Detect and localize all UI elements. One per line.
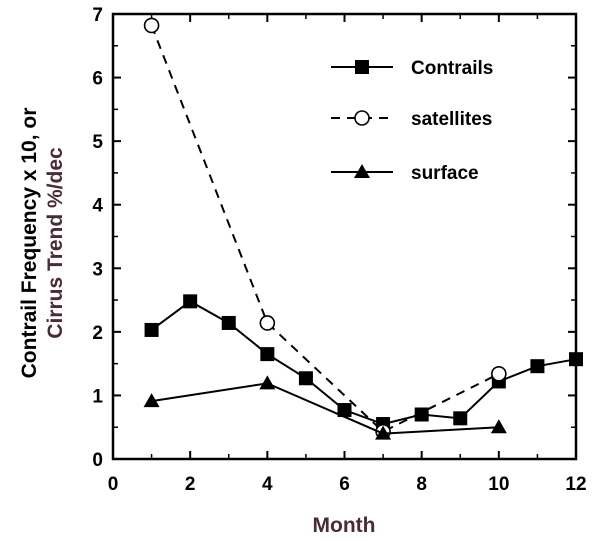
- data-point-satellites: [491, 366, 507, 382]
- data-point-contrails: [414, 407, 429, 422]
- data-point-contrails: [183, 294, 198, 309]
- data-point-contrails: [221, 315, 236, 330]
- series-satellites: [143, 17, 507, 440]
- y-tick-label: 0: [92, 450, 103, 471]
- legend-marker: [354, 164, 370, 178]
- x-tick-label: 4: [262, 474, 273, 495]
- data-point-satellites: [143, 17, 160, 34]
- y-tick-label: 7: [92, 5, 103, 26]
- legend-label: surface: [411, 163, 479, 184]
- series-layer: [143, 17, 583, 440]
- series-contrails: [144, 294, 583, 432]
- x-tick-label: 10: [488, 474, 509, 495]
- data-point-surface: [375, 425, 392, 440]
- data-point-surface: [143, 393, 160, 408]
- x-axis: 0 2 4 6 8 10 12: [108, 14, 587, 495]
- data-point-contrails: [144, 322, 159, 337]
- data-point-satellites: [259, 315, 276, 331]
- y-tick-label: 5: [92, 132, 103, 153]
- legend-marker: [354, 110, 370, 126]
- series-line-satellites: [150, 25, 500, 433]
- y-axis-title-line1: Contrail Frequency x 10, or: [18, 108, 41, 379]
- y-tick-label: 6: [92, 69, 103, 90]
- legend-marker: [355, 60, 369, 74]
- data-point-contrails: [337, 403, 352, 418]
- data-point-contrails: [298, 371, 313, 386]
- legend-label: Contrails: [411, 58, 493, 79]
- series-line-contrails: [150, 300, 577, 426]
- x-tick-label: 0: [108, 474, 119, 495]
- x-axis-title: Month: [313, 514, 376, 537]
- series-surface: [143, 375, 507, 440]
- data-point-surface: [490, 419, 507, 434]
- legend: Contrails satellites surface: [331, 58, 493, 184]
- x-tick-label: 6: [339, 474, 350, 495]
- x-tick-label: 2: [185, 474, 196, 495]
- legend-item-contrails: Contrails: [331, 58, 493, 79]
- y-axis-title-line2: Cirrus Trend %/dec: [44, 147, 67, 339]
- plot-border: [111, 12, 578, 461]
- y-tick-label: 2: [92, 323, 103, 344]
- plot-frame: [111, 12, 578, 461]
- y-tick-label: 1: [92, 386, 103, 407]
- x-tick-label: 8: [416, 474, 427, 495]
- legend-item-satellites: satellites: [331, 109, 492, 130]
- series-line-surface: [151, 382, 499, 435]
- data-point-surface: [259, 375, 276, 390]
- y-tick-label: 3: [92, 259, 103, 280]
- legend-label: satellites: [411, 109, 492, 130]
- data-point-contrails: [453, 411, 468, 426]
- x-tick-label: 12: [565, 474, 586, 495]
- y-axis: 0 1 2 3 4 5 6 7: [92, 5, 576, 471]
- data-point-contrails: [530, 359, 545, 374]
- legend-item-surface: surface: [331, 163, 479, 184]
- data-point-contrails: [569, 352, 583, 367]
- data-point-contrails: [260, 347, 275, 362]
- y-tick-label: 4: [92, 196, 103, 217]
